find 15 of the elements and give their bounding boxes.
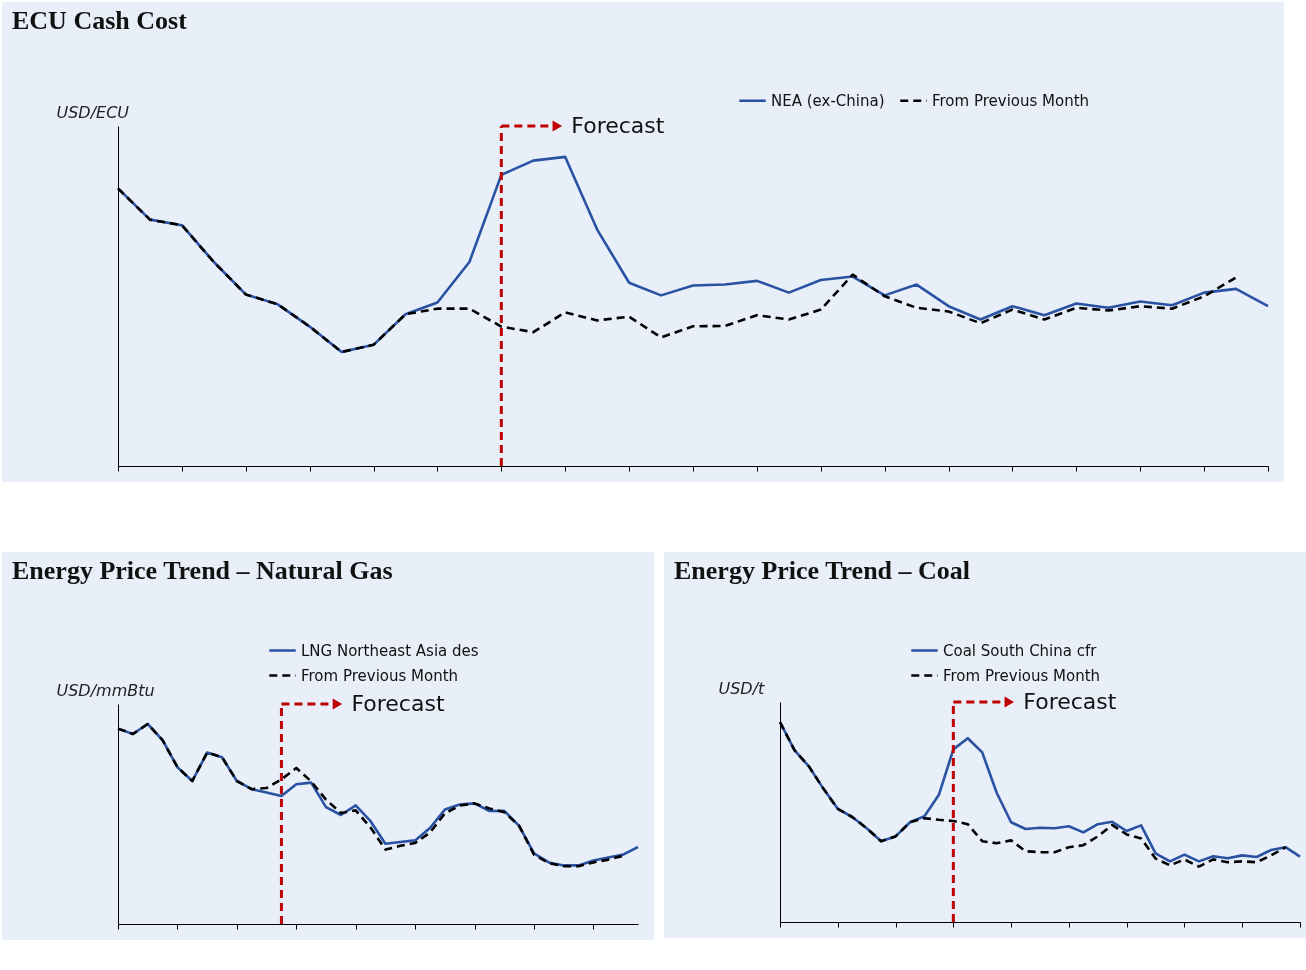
chart-title: Energy Price Trend – Natural Gas	[12, 556, 393, 585]
y-axis-title: USD/mmBtu	[56, 680, 155, 700]
legend-label: NEA (ex-China)	[771, 91, 885, 110]
text: Forecast	[571, 113, 665, 138]
legend-label: From Previous Month	[943, 666, 1101, 685]
chart-title: ECU Cash Cost	[12, 6, 188, 35]
legend-label: From Previous Month	[932, 91, 1090, 110]
legend-label: From Previous Month	[301, 666, 459, 685]
legend-label: LNG Northeast Asia des	[301, 641, 479, 660]
y-axis-title: USD/ECU	[56, 102, 130, 122]
text: Forecast	[351, 691, 445, 716]
legend-label: Coal South China cfr	[943, 641, 1098, 660]
chart-title: Energy Price Trend – Coal	[674, 556, 971, 585]
text: Forecast	[1023, 689, 1117, 714]
y-axis-title: USD/t	[718, 678, 766, 698]
